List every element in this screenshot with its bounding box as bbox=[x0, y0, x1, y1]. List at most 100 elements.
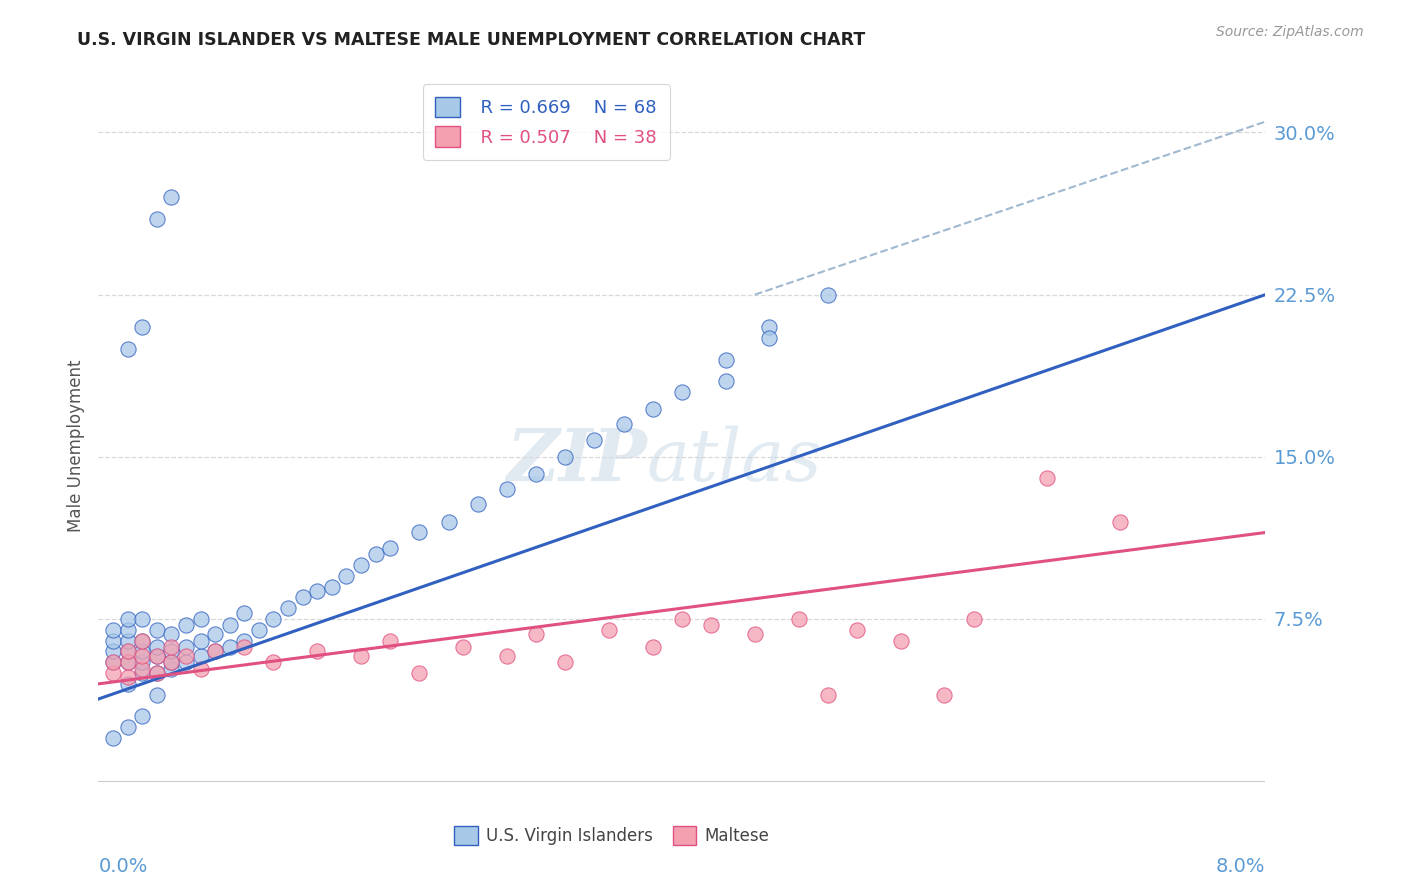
Point bbox=[408, 666, 430, 681]
Text: ZIP: ZIP bbox=[506, 425, 647, 496]
Point bbox=[1108, 515, 1130, 529]
Point bbox=[204, 627, 226, 641]
Point bbox=[350, 558, 373, 572]
Point bbox=[890, 633, 912, 648]
Point bbox=[380, 541, 402, 555]
Point bbox=[787, 612, 810, 626]
Point bbox=[160, 655, 183, 669]
Point bbox=[962, 612, 984, 626]
Point bbox=[218, 618, 240, 632]
Point bbox=[117, 655, 139, 669]
Point bbox=[1035, 471, 1057, 485]
Point bbox=[845, 623, 868, 637]
Point bbox=[190, 612, 212, 626]
Point bbox=[174, 618, 197, 632]
Point bbox=[496, 482, 519, 496]
Point bbox=[612, 417, 634, 432]
Point bbox=[437, 515, 460, 529]
Point bbox=[146, 648, 169, 663]
Point bbox=[467, 497, 489, 511]
Point bbox=[146, 623, 169, 637]
Point bbox=[817, 688, 839, 702]
Point bbox=[160, 627, 183, 641]
Point bbox=[700, 618, 723, 632]
Point bbox=[291, 591, 314, 605]
Point bbox=[524, 467, 547, 482]
Point bbox=[131, 633, 153, 648]
Point bbox=[583, 433, 606, 447]
Point bbox=[190, 662, 212, 676]
Point bbox=[247, 623, 270, 637]
Point bbox=[714, 374, 737, 388]
Point bbox=[758, 331, 780, 345]
Point bbox=[335, 568, 357, 582]
Point bbox=[934, 688, 956, 702]
Point bbox=[174, 640, 197, 654]
Point bbox=[204, 644, 226, 658]
Point bbox=[714, 352, 737, 367]
Point bbox=[117, 342, 139, 356]
Text: 8.0%: 8.0% bbox=[1216, 857, 1265, 876]
Point bbox=[160, 655, 183, 669]
Point bbox=[350, 648, 373, 663]
Point bbox=[146, 640, 169, 654]
Point bbox=[554, 450, 576, 464]
Point bbox=[380, 633, 402, 648]
Point bbox=[174, 655, 197, 669]
Point bbox=[117, 670, 139, 684]
Point bbox=[744, 627, 766, 641]
Point bbox=[101, 623, 124, 637]
Text: Source: ZipAtlas.com: Source: ZipAtlas.com bbox=[1216, 25, 1364, 39]
Point bbox=[101, 655, 124, 669]
Point bbox=[598, 623, 620, 637]
Point bbox=[146, 648, 169, 663]
Point bbox=[190, 633, 212, 648]
Point bbox=[364, 547, 387, 561]
Point bbox=[204, 644, 226, 658]
Point bbox=[131, 612, 153, 626]
Point bbox=[277, 601, 299, 615]
Point bbox=[671, 612, 693, 626]
Point bbox=[408, 525, 430, 540]
Point bbox=[160, 644, 183, 658]
Point bbox=[131, 666, 153, 681]
Point bbox=[117, 677, 139, 691]
Point bbox=[117, 612, 139, 626]
Point bbox=[146, 211, 169, 226]
Point bbox=[117, 644, 139, 658]
Point bbox=[146, 666, 169, 681]
Point bbox=[117, 655, 139, 669]
Point bbox=[101, 633, 124, 648]
Point bbox=[117, 623, 139, 637]
Legend: U.S. Virgin Islanders, Maltese: U.S. Virgin Islanders, Maltese bbox=[447, 819, 776, 852]
Point bbox=[101, 666, 124, 681]
Point bbox=[321, 580, 343, 594]
Text: 0.0%: 0.0% bbox=[98, 857, 148, 876]
Text: atlas: atlas bbox=[647, 425, 823, 496]
Point bbox=[160, 662, 183, 676]
Point bbox=[262, 655, 284, 669]
Point bbox=[671, 384, 693, 399]
Point bbox=[131, 655, 153, 669]
Point bbox=[218, 640, 240, 654]
Point bbox=[160, 190, 183, 204]
Point bbox=[117, 644, 139, 658]
Point bbox=[117, 633, 139, 648]
Point bbox=[307, 583, 329, 598]
Point bbox=[160, 640, 183, 654]
Point bbox=[131, 644, 153, 658]
Point bbox=[262, 612, 284, 626]
Point bbox=[131, 648, 153, 663]
Point bbox=[131, 320, 153, 334]
Point bbox=[817, 287, 839, 301]
Point bbox=[131, 633, 153, 648]
Point bbox=[524, 627, 547, 641]
Point bbox=[233, 633, 256, 648]
Point bbox=[131, 662, 153, 676]
Point bbox=[641, 640, 664, 654]
Point bbox=[496, 648, 519, 663]
Point bbox=[174, 648, 197, 663]
Point bbox=[101, 644, 124, 658]
Point bbox=[190, 648, 212, 663]
Point bbox=[146, 688, 169, 702]
